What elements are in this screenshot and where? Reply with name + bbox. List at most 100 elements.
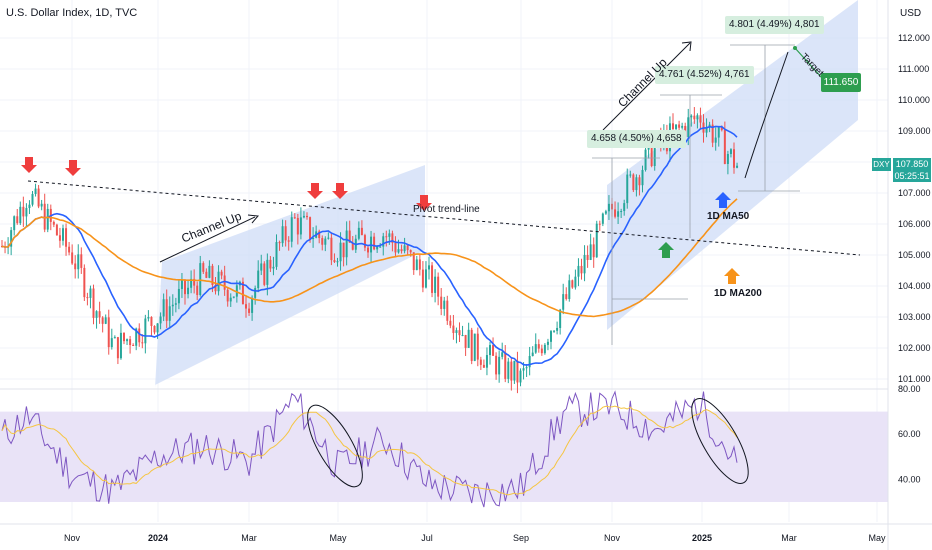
candle	[226, 287, 229, 307]
candle-body	[174, 303, 177, 305]
candle-body	[13, 216, 16, 231]
candle-body	[168, 306, 171, 321]
candle	[327, 232, 330, 240]
candle-body	[537, 344, 540, 349]
candle	[556, 321, 559, 335]
candle	[22, 196, 25, 227]
candle-body	[644, 149, 647, 170]
candle-body	[400, 249, 403, 252]
candle-body	[424, 269, 427, 288]
candle-body	[495, 355, 498, 375]
candle	[446, 295, 449, 325]
candle	[281, 219, 284, 247]
candle-body	[138, 328, 141, 343]
candle-body	[434, 276, 437, 293]
ma50-label: 1D MA50	[707, 211, 750, 222]
candle	[34, 183, 37, 197]
candle-body	[632, 174, 635, 191]
candle	[159, 312, 162, 330]
candle-body	[104, 317, 107, 324]
candle	[479, 356, 482, 371]
candle-body	[229, 297, 232, 302]
candle-body	[217, 271, 220, 292]
arrow-up-icon	[724, 268, 740, 284]
candle	[696, 113, 699, 129]
candle	[257, 260, 260, 293]
candle-body	[342, 242, 345, 258]
candle-body	[421, 269, 424, 288]
candle	[443, 296, 446, 316]
candle-body	[199, 263, 202, 295]
candle	[519, 368, 522, 387]
candle-body	[510, 361, 513, 381]
candle-body	[333, 260, 336, 262]
candle	[641, 165, 644, 193]
candle-body	[464, 335, 467, 348]
candle-body	[678, 124, 681, 128]
candle	[363, 233, 366, 252]
candle-body	[153, 325, 156, 333]
candle	[357, 221, 360, 241]
candle	[562, 283, 565, 315]
candle	[455, 327, 458, 344]
candle-body	[577, 265, 580, 277]
candle	[601, 212, 604, 227]
candle	[113, 335, 116, 339]
candle	[171, 294, 174, 316]
candle	[672, 113, 674, 132]
candle	[406, 244, 409, 256]
candle-body	[345, 230, 348, 258]
candle-body	[687, 117, 690, 138]
candle	[13, 215, 16, 236]
candle-body	[287, 240, 290, 242]
candle	[592, 237, 595, 268]
candle-body	[177, 288, 180, 304]
candle	[306, 212, 308, 220]
candle-body	[513, 360, 516, 381]
candle-body	[406, 245, 409, 251]
candle-body	[543, 344, 546, 354]
channel-bands	[155, 0, 858, 388]
candle	[537, 339, 540, 353]
candle	[464, 334, 467, 356]
candle-body	[132, 345, 135, 347]
candle-body	[150, 317, 153, 326]
candle	[278, 240, 281, 251]
candle-body	[187, 287, 190, 295]
candle-body	[437, 276, 440, 297]
candle-body	[339, 242, 342, 262]
candle-body	[348, 230, 351, 243]
candle	[559, 308, 562, 335]
candle-body	[77, 254, 80, 270]
candle	[546, 338, 549, 351]
candle	[123, 332, 125, 345]
candle-body	[241, 281, 244, 305]
candle-body	[302, 215, 305, 218]
rsi-divergence-ellipse-2	[691, 398, 749, 484]
candle-body	[714, 137, 717, 143]
candle-body	[37, 188, 40, 207]
projection-curve	[744, 51, 789, 179]
candle	[248, 302, 251, 316]
candle	[607, 195, 610, 220]
candle-body	[214, 284, 217, 292]
candle-body	[580, 265, 583, 274]
candle	[141, 334, 144, 349]
candle	[434, 269, 437, 303]
candle-body	[601, 213, 604, 224]
candle-body	[360, 227, 363, 236]
candle-body	[412, 252, 415, 271]
candle	[177, 279, 180, 310]
candle	[147, 310, 150, 322]
signal-arrows	[21, 157, 740, 284]
candle-body	[461, 335, 464, 337]
candle	[68, 241, 71, 256]
measure-box-1: 4.658 (4.50%) 4,658	[587, 130, 686, 148]
candle-body	[101, 317, 104, 324]
candle	[28, 200, 31, 214]
candle	[190, 270, 193, 294]
rsi-tick-label: 60.00	[898, 429, 921, 439]
candle-body	[62, 228, 64, 241]
candle-body	[363, 235, 366, 248]
